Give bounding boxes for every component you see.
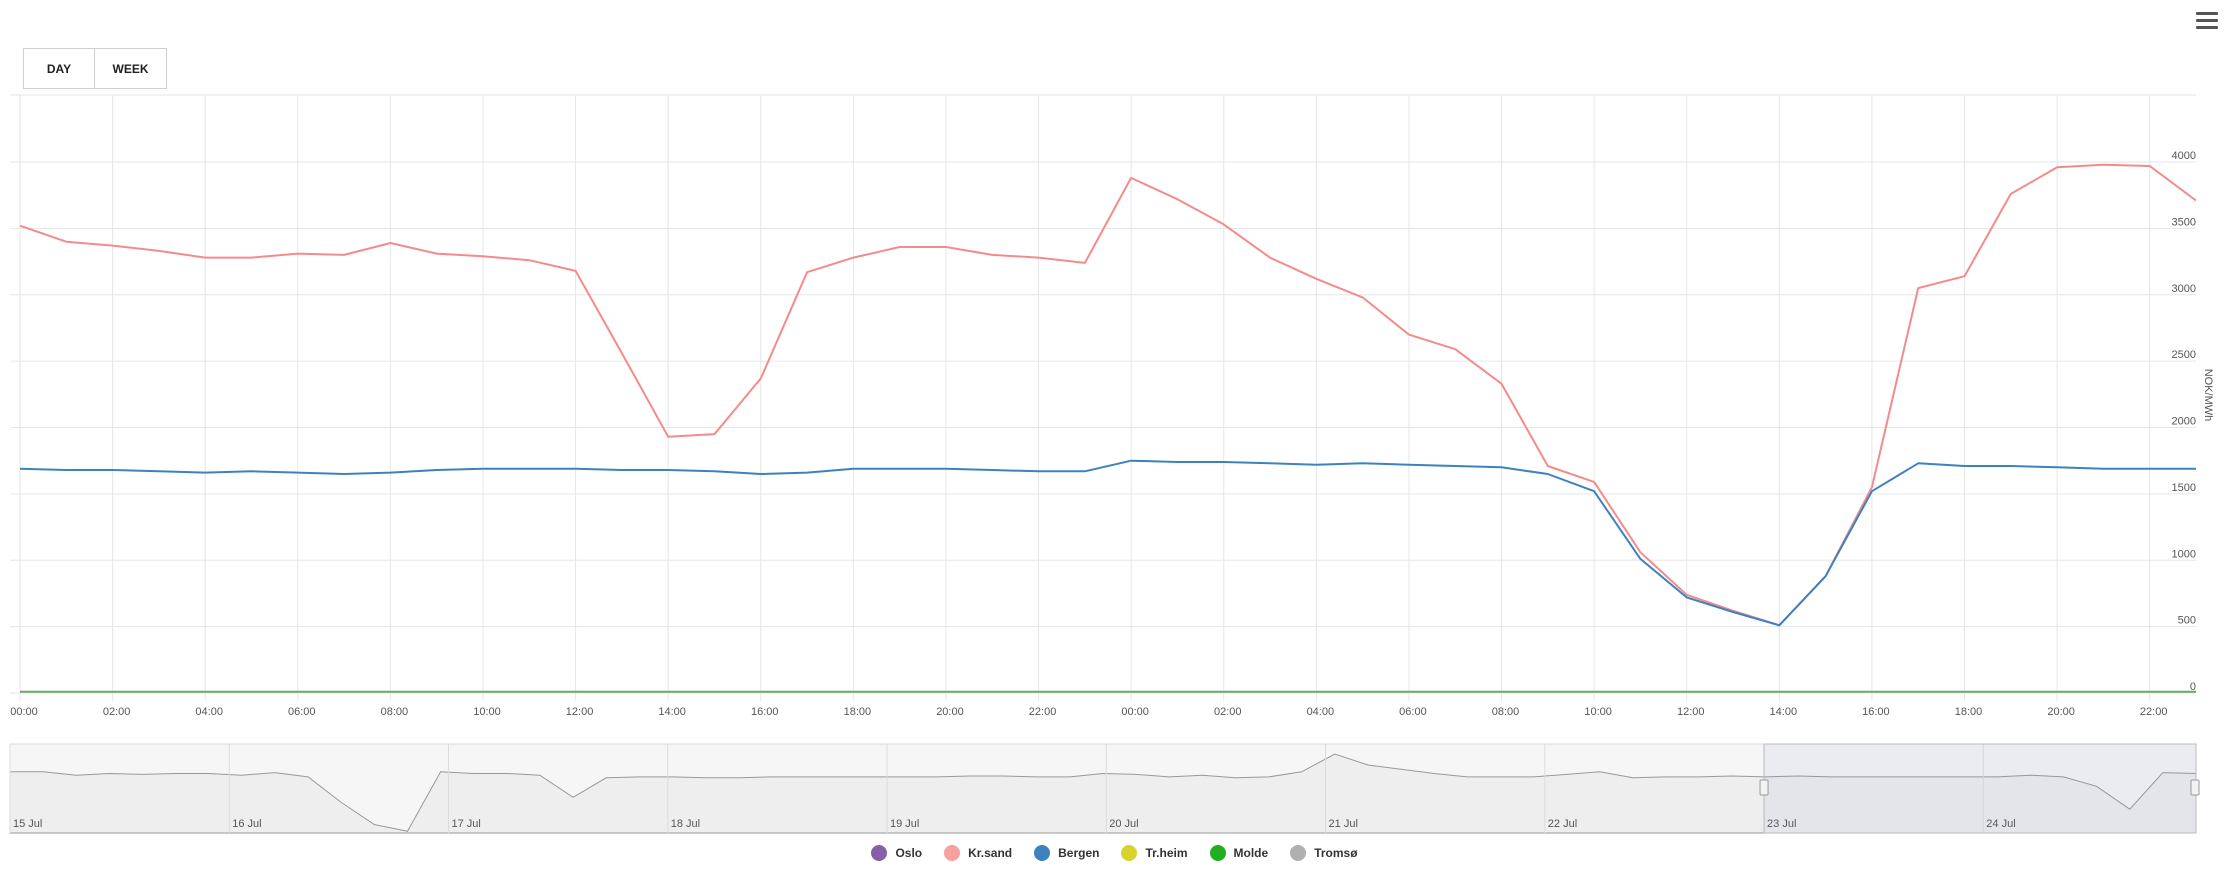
y-tick-label: 3000 — [2172, 283, 2196, 295]
navigator-date-label: 22 Jul — [1548, 818, 1577, 830]
y-tick-label: 1000 — [2172, 548, 2196, 560]
legend-label: Tromsø — [1314, 846, 1358, 860]
y-tick-label: 3500 — [2172, 216, 2196, 228]
legend-label: Oslo — [895, 846, 923, 860]
grid — [10, 94, 2196, 701]
series-line-bergen — [19, 459, 2196, 627]
navigator-date-label: 17 Jul — [452, 818, 481, 830]
x-tick-label: 18:00 — [844, 706, 872, 718]
x-tick-label: 12:00 — [566, 706, 594, 718]
navigator-handle-left[interactable] — [1759, 779, 1769, 796]
series-lines — [19, 163, 2197, 693]
x-tick-label: 22:00 — [2140, 706, 2168, 718]
legend-item[interactable]: Bergen — [1034, 845, 1099, 861]
legend-item[interactable]: Tr.heim — [1121, 845, 1188, 861]
navigator-date-label: 18 Jul — [671, 818, 700, 830]
legend-item[interactable]: Molde — [1209, 845, 1269, 861]
navigator-handle-right[interactable] — [2190, 779, 2200, 796]
y-axis-label: NOK/MWh — [2202, 369, 2214, 422]
x-tick-label: 22:00 — [1029, 706, 1057, 718]
x-tick-label: 00:00 — [10, 706, 38, 718]
x-tick-label: 08:00 — [381, 706, 409, 718]
x-tick-label: 02:00 — [103, 706, 131, 718]
x-tick-label: 16:00 — [1862, 706, 1890, 718]
legend-marker — [1290, 845, 1307, 861]
y-tick-label: 1500 — [2172, 482, 2196, 494]
x-tick-label: 20:00 — [2047, 706, 2075, 718]
range-selector: DAY WEEK — [23, 48, 167, 89]
navigator-selection — [1763, 743, 2197, 834]
legend-item[interactable]: Kr.sand — [944, 845, 1012, 861]
navigator[interactable]: 15 Jul 16 Jul 17 Jul 18 Jul 19 Jul 20 Jul 21 J… — [9, 743, 2200, 834]
x-tick-label: 04:00 — [195, 706, 223, 718]
x-tick-label: 20:00 — [936, 706, 964, 718]
navigator-date-label: 15 Jul — [13, 818, 42, 830]
series-line-kr-sand — [19, 163, 2197, 627]
navigator-date-label: 23 Jul — [1767, 818, 1796, 830]
x-tick-label: 16:00 — [751, 706, 779, 718]
x-tick-label: 04:00 — [1307, 706, 1335, 718]
x-tick-label: 14:00 — [1770, 706, 1798, 718]
legend-item[interactable]: Tromsø — [1290, 845, 1358, 861]
navigator-date-label: 21 Jul — [1329, 818, 1358, 830]
x-tick-label: 08:00 — [1492, 706, 1520, 718]
x-tick-label: 00:00 — [1121, 706, 1149, 718]
legend-label: Bergen — [1058, 846, 1100, 860]
x-tick-label: 10:00 — [1584, 706, 1612, 718]
navigator-date-label: 20 Jul — [1109, 818, 1138, 830]
legend-marker — [1209, 845, 1226, 861]
y-axis: 0 500 1000 1500 2000 2500 3000 3500 4000 — [2172, 150, 2196, 693]
legend-marker — [1121, 845, 1138, 861]
navigator-series — [9, 753, 2197, 834]
menu-icon — [2196, 12, 2218, 15]
navigator-date-label: 24 Jul — [1986, 818, 2015, 830]
x-tick-label: 02:00 — [1214, 706, 1242, 718]
legend-item[interactable]: Oslo — [871, 845, 922, 861]
legend-marker — [944, 845, 961, 861]
legend-label: Tr.heim — [1145, 846, 1188, 860]
x-tick-label: 14:00 — [658, 706, 686, 718]
legend-label: Kr.sand — [968, 846, 1013, 860]
legend-label: Molde — [1233, 846, 1269, 860]
x-tick-label: 18:00 — [1955, 706, 1983, 718]
x-tick-label: 10:00 — [473, 706, 501, 718]
day-button[interactable]: DAY — [23, 48, 95, 89]
x-tick-label: 06:00 — [288, 706, 316, 718]
x-tick-label: 12:00 — [1677, 706, 1705, 718]
y-tick-label: 500 — [2178, 615, 2196, 627]
legend-marker — [1034, 845, 1051, 861]
y-tick-label: 0 — [2190, 681, 2196, 693]
x-axis: 00:00 02:00 04:00 06:00 08:00 10:00 12:00 14:00… — [10, 706, 2167, 718]
week-button[interactable]: WEEK — [95, 48, 167, 89]
navigator-date-label: 19 Jul — [890, 818, 919, 830]
y-tick-label: 2500 — [2172, 349, 2196, 361]
context-menu-button[interactable] — [2196, 12, 2218, 32]
x-tick-label: 06:00 — [1399, 706, 1427, 718]
legend-marker — [871, 845, 888, 861]
y-tick-label: 4000 — [2172, 150, 2196, 162]
y-tick-label: 2000 — [2172, 416, 2196, 428]
navigator-date-label: 16 Jul — [232, 818, 261, 830]
legend: Oslo Kr.sand Bergen Tr.heim Molde Tromsø — [0, 845, 2229, 861]
